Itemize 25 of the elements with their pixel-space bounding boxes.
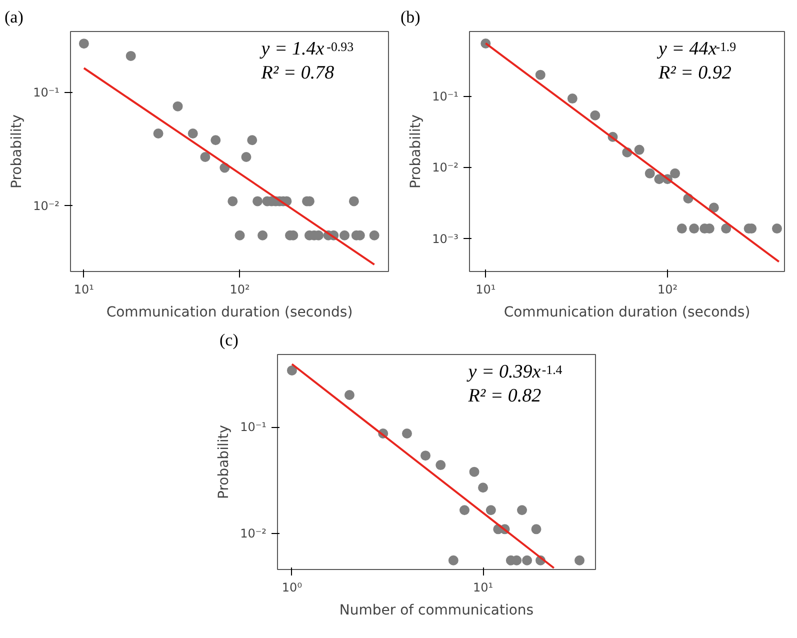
y-tick-label: 10⁻² — [240, 526, 267, 541]
text: (c) — [220, 330, 238, 350]
x-axis-title: Communication duration (seconds) — [106, 304, 353, 320]
annotation: R² = 0.78 — [260, 62, 335, 84]
x-tick-label: 10⁰ — [282, 580, 302, 594]
y-tick-label: 10⁻³ — [432, 232, 459, 246]
annotation: R² = 0.92 — [658, 62, 732, 84]
y-axis-title: Probability — [9, 114, 26, 189]
text: (b) — [400, 8, 420, 26]
x-tick-label: 10¹ — [74, 282, 94, 296]
y-axis-title: Probability — [408, 114, 424, 189]
y-tick-label: 10⁻² — [432, 160, 459, 175]
y-tick-label: 10⁻¹ — [432, 89, 459, 104]
x-tick-label: 10¹ — [476, 282, 496, 296]
annotation: R² = 0.82 — [467, 386, 542, 406]
text: (a) — [4, 8, 24, 26]
x-axis-title: Communication duration (seconds) — [504, 304, 750, 320]
y-tick-label: 10⁻¹ — [240, 420, 267, 434]
y-tick-label: 10⁻¹ — [33, 85, 60, 100]
y-axis-title: Probability — [216, 424, 232, 500]
x-tick-label: 10² — [230, 282, 250, 296]
y-tick-label: 10⁻² — [33, 198, 60, 213]
x-tick-label: 10² — [657, 282, 678, 296]
x-axis-title: Number of communications — [339, 602, 534, 618]
x-tick-label: 10¹ — [472, 580, 494, 594]
